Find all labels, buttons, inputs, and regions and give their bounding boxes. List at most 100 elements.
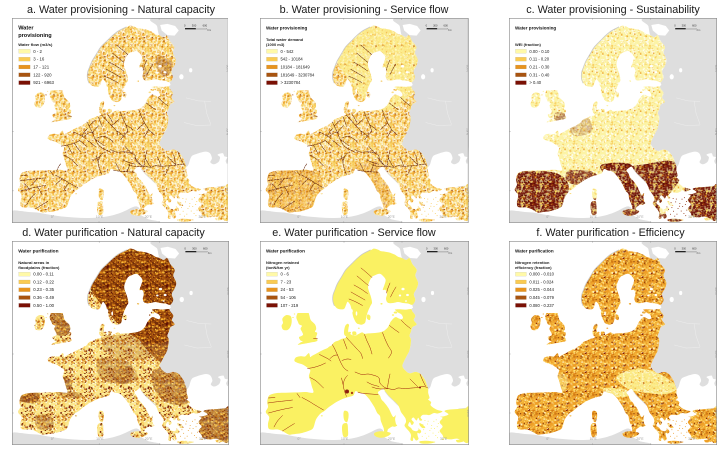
svg-text:600: 600: [692, 24, 697, 28]
svg-text:122 - 920: 122 - 920: [33, 72, 52, 77]
svg-text:300: 300: [682, 24, 687, 28]
svg-text:10°E: 10°E: [341, 437, 349, 441]
svg-text:0: 0: [184, 247, 186, 251]
svg-text:10°E: 10°E: [96, 437, 104, 441]
svg-text:Km: Km: [697, 29, 701, 32]
svg-text:0°: 0°: [546, 437, 550, 441]
svg-text:600: 600: [692, 247, 697, 251]
svg-text:(1000 m3): (1000 m3): [266, 42, 285, 47]
svg-text:Km: Km: [448, 29, 452, 32]
svg-text:300: 300: [433, 24, 438, 28]
svg-text:0: 0: [426, 24, 428, 28]
svg-text:30°E: 30°E: [688, 215, 696, 219]
svg-text:300: 300: [434, 247, 439, 251]
svg-text:30°E: 30°E: [198, 437, 206, 441]
svg-text:0.011 - 0.024: 0.011 - 0.024: [529, 279, 554, 284]
svg-text:provisioning: provisioning: [18, 33, 51, 39]
svg-text:0.00 - 0.11: 0.00 - 0.11: [33, 272, 54, 277]
svg-text:Water provisioning: Water provisioning: [266, 26, 307, 31]
svg-text:300: 300: [192, 247, 197, 251]
svg-text:107 - 219: 107 - 219: [281, 303, 299, 308]
svg-text:0.00 - 0.10: 0.00 - 0.10: [529, 49, 550, 54]
svg-text:Water provisioning: Water provisioning: [515, 26, 556, 31]
svg-text:0.12 - 0.22: 0.12 - 0.22: [33, 279, 54, 284]
svg-text:10°E: 10°E: [590, 437, 598, 441]
svg-text:0°: 0°: [298, 437, 302, 441]
svg-text:0.080 - 0.237: 0.080 - 0.237: [529, 303, 554, 308]
svg-text:30°E: 30°E: [198, 215, 206, 219]
svg-text:45°N: 45°N: [225, 410, 228, 418]
svg-text:Km: Km: [207, 28, 211, 32]
svg-text:Water flow (m3/s): Water flow (m3/s): [18, 42, 53, 47]
svg-text:WEI (fraction): WEI (fraction): [515, 42, 542, 47]
svg-text:0 - 542: 0 - 542: [280, 49, 294, 54]
svg-text:0.025 - 0.044: 0.025 - 0.044: [529, 287, 554, 292]
svg-text:Km: Km: [207, 252, 211, 255]
svg-text:Water purification: Water purification: [266, 249, 305, 254]
svg-text:20°E: 20°E: [388, 437, 396, 441]
svg-text:0.23 - 0.35: 0.23 - 0.35: [33, 287, 54, 292]
svg-text:0.50 - 1.00: 0.50 - 1.00: [33, 303, 54, 308]
svg-text:30°E: 30°E: [440, 437, 448, 441]
svg-text:50°N: 50°N: [225, 351, 228, 359]
svg-text:0.11 - 0.20: 0.11 - 0.20: [529, 57, 549, 62]
svg-text:0: 0: [674, 24, 676, 28]
svg-text:Natural areas in: Natural areas in: [18, 260, 50, 265]
svg-text:Km: Km: [449, 252, 453, 255]
svg-text:50°N: 50°N: [225, 128, 228, 136]
svg-text:20°E: 20°E: [144, 215, 152, 219]
svg-text:24 - 53: 24 - 53: [281, 287, 295, 292]
svg-text:0: 0: [183, 24, 185, 28]
svg-text:0.000 - 0.010: 0.000 - 0.010: [529, 272, 554, 277]
svg-text:(tonN/km yr): (tonN/km yr): [266, 265, 290, 270]
svg-text:0.045 - 0.079: 0.045 - 0.079: [529, 295, 554, 300]
svg-text:300: 300: [191, 24, 196, 28]
svg-text:Km: Km: [697, 252, 701, 255]
svg-text:10°E: 10°E: [590, 215, 598, 219]
svg-text:300: 300: [682, 247, 687, 251]
svg-text:Nitrogen retention: Nitrogen retention: [515, 260, 550, 265]
svg-text:Water: Water: [18, 26, 34, 32]
svg-text:Nitrogen retained: Nitrogen retained: [266, 260, 300, 265]
svg-text:0 - 6: 0 - 6: [281, 272, 290, 277]
svg-text:600: 600: [444, 247, 449, 251]
svg-text:542 - 10184: 542 - 10184: [280, 57, 303, 62]
svg-text:Water purification: Water purification: [515, 248, 554, 253]
svg-text:0: 0: [674, 247, 676, 251]
svg-text:3 - 16: 3 - 16: [33, 57, 45, 62]
svg-text:60°N: 60°N: [225, 65, 228, 73]
svg-text:0°: 0°: [297, 215, 301, 219]
svg-text:45°N: 45°N: [225, 187, 228, 195]
svg-text:60°N: 60°N: [225, 288, 228, 296]
svg-text:> 0.40: > 0.40: [529, 80, 541, 85]
svg-text:10°E: 10°E: [95, 215, 103, 219]
svg-text:> 3230784: > 3230784: [280, 80, 301, 85]
svg-text:20°E: 20°E: [388, 215, 396, 219]
svg-text:181649 - 3230784: 181649 - 3230784: [280, 72, 315, 77]
svg-text:0: 0: [426, 247, 428, 251]
svg-text:0.36 - 0.49: 0.36 - 0.49: [33, 295, 54, 300]
svg-text:floodplains (fraction): floodplains (fraction): [18, 265, 60, 270]
svg-text:20°E: 20°E: [636, 215, 644, 219]
svg-text:efficiency (fraction): efficiency (fraction): [515, 265, 552, 270]
svg-text:0°: 0°: [546, 215, 550, 219]
svg-text:0.21 - 0.30: 0.21 - 0.30: [529, 64, 550, 69]
svg-text:54 - 106: 54 - 106: [281, 295, 297, 300]
svg-text:10°E: 10°E: [341, 215, 349, 219]
svg-text:921 - 6963: 921 - 6963: [33, 80, 54, 85]
svg-text:20°E: 20°E: [144, 437, 152, 441]
svg-text:30°E: 30°E: [688, 437, 696, 441]
svg-text:600: 600: [202, 24, 207, 28]
svg-text:Water purification: Water purification: [18, 249, 58, 254]
svg-text:600: 600: [203, 247, 208, 251]
svg-text:17 - 121: 17 - 121: [33, 65, 50, 70]
svg-text:30°E: 30°E: [440, 215, 448, 219]
svg-text:0°: 0°: [50, 215, 54, 219]
svg-text:0°: 0°: [50, 437, 54, 441]
svg-text:0.31 - 0.40: 0.31 - 0.40: [529, 72, 550, 77]
svg-text:10184 - 181649: 10184 - 181649: [280, 64, 310, 69]
svg-text:0 - 2: 0 - 2: [33, 49, 42, 54]
svg-text:600: 600: [444, 24, 449, 28]
svg-text:7 - 23: 7 - 23: [281, 279, 292, 284]
svg-text:20°E: 20°E: [636, 437, 644, 441]
